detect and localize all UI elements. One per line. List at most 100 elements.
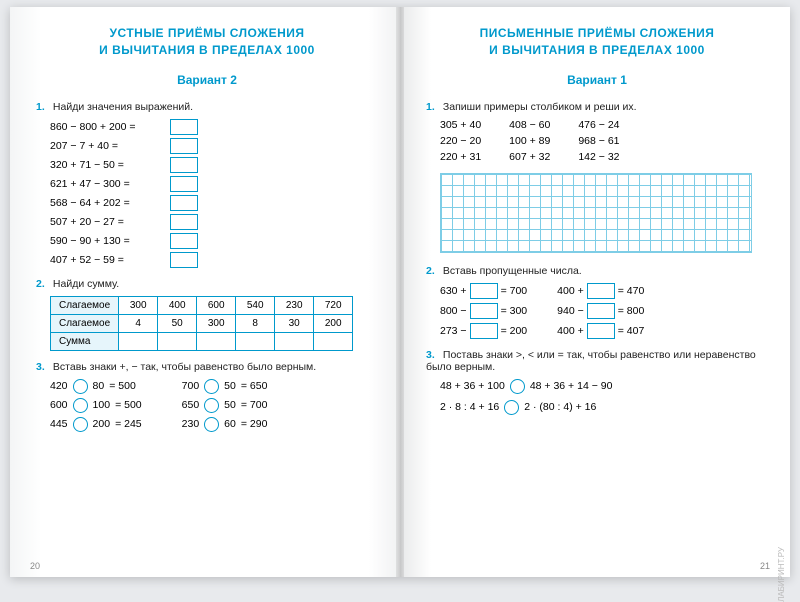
operand: 400 + <box>557 285 584 297</box>
sign-circle[interactable] <box>73 398 88 413</box>
answer-box[interactable] <box>170 157 198 173</box>
result: = 245 <box>115 418 142 430</box>
sign-circle[interactable] <box>204 417 219 432</box>
work-grid[interactable] <box>440 173 752 253</box>
operand: 630 + <box>440 285 467 297</box>
sign-circle[interactable] <box>204 398 219 413</box>
operand: 80 <box>93 380 105 392</box>
sign-circle[interactable] <box>73 379 88 394</box>
expr: 320 + 71 − 50 = <box>50 159 170 171</box>
row-label: Слагаемое <box>51 314 119 332</box>
operand: 60 <box>224 418 236 430</box>
page-number-left: 20 <box>30 561 40 571</box>
answer-box[interactable] <box>170 214 198 230</box>
operand: 200 <box>93 418 111 430</box>
cell: 30 <box>275 314 314 332</box>
task2-num: 2. <box>36 278 50 290</box>
cell: 720 <box>314 296 353 314</box>
expr: 590 − 90 + 130 = <box>50 235 170 247</box>
heading-left: УСТНЫЕ ПРИЁМЫ СЛОЖЕНИЯ И ВЫЧИТАНИЯ В ПРЕ… <box>36 25 378 59</box>
cell-empty[interactable] <box>158 332 197 350</box>
operand: 700 <box>182 380 200 392</box>
heading-right: ПИСЬМЕННЫЕ ПРИЁМЫ СЛОЖЕНИЯ И ВЫЧИТАНИЯ В… <box>426 25 768 59</box>
operand: 420 <box>50 380 68 392</box>
answer-box[interactable] <box>170 252 198 268</box>
sign-circle[interactable] <box>504 400 519 415</box>
sign-circle[interactable] <box>510 379 525 394</box>
cell-empty[interactable] <box>197 332 236 350</box>
result: = 650 <box>241 380 268 392</box>
operand: 940 − <box>557 305 584 317</box>
answer-box[interactable] <box>170 119 198 135</box>
operand: 50 <box>224 399 236 411</box>
task3r-text: Поставь знаки >, < или = так, чтобы раве… <box>426 349 756 373</box>
result: = 407 <box>618 325 645 337</box>
answer-box[interactable] <box>587 283 615 299</box>
inequality-list: 48 + 36 + 100 48 + 36 + 14 − 90 2 · 8 : 4… <box>440 379 768 415</box>
answer-box[interactable] <box>587 303 615 319</box>
result: = 200 <box>501 325 528 337</box>
sign-circle[interactable] <box>73 417 88 432</box>
ineq-right: 48 + 36 + 14 − 90 <box>530 380 613 392</box>
answer-box[interactable] <box>470 303 498 319</box>
cell: 400 <box>158 296 197 314</box>
operand: 445 <box>50 418 68 430</box>
page-right: ПИСЬМЕННЫЕ ПРИЁМЫ СЛОЖЕНИЯ И ВЫЧИТАНИЯ В… <box>400 7 790 577</box>
example: 142 − 32 <box>578 151 619 163</box>
ineq-left: 2 · 8 : 4 + 16 <box>440 401 499 413</box>
answer-box[interactable] <box>470 323 498 339</box>
operand: 230 <box>182 418 200 430</box>
task2-text: Найди сумму. <box>53 278 119 290</box>
example: 100 + 89 <box>509 135 550 147</box>
task1-text: Найди значения выражений. <box>53 101 193 113</box>
expr: 207 − 7 + 40 = <box>50 140 170 152</box>
answer-box[interactable] <box>170 233 198 249</box>
answer-box[interactable] <box>170 176 198 192</box>
answer-box[interactable] <box>170 195 198 211</box>
cell: 300 <box>119 296 158 314</box>
task3-text: Вставь знаки +, − так, чтобы равенство б… <box>53 361 316 373</box>
answer-box[interactable] <box>587 323 615 339</box>
result: = 700 <box>501 285 528 297</box>
result: = 470 <box>618 285 645 297</box>
answer-box[interactable] <box>170 138 198 154</box>
example: 220 + 31 <box>440 151 481 163</box>
cell-empty[interactable] <box>314 332 353 350</box>
operand: 800 − <box>440 305 467 317</box>
page-left: УСТНЫЕ ПРИЁМЫ СЛОЖЕНИЯ И ВЫЧИТАНИЯ В ПРЕ… <box>10 7 400 577</box>
answer-box[interactable] <box>470 283 498 299</box>
result: = 500 <box>115 399 142 411</box>
operand: 650 <box>182 399 200 411</box>
task3-num: 3. <box>36 361 50 373</box>
result: = 700 <box>241 399 268 411</box>
row-label: Слагаемое <box>51 296 119 314</box>
expr: 568 − 64 + 202 = <box>50 197 170 209</box>
cell: 540 <box>236 296 275 314</box>
book-spine <box>396 7 404 577</box>
example: 305 + 40 <box>440 119 481 131</box>
cell-empty[interactable] <box>275 332 314 350</box>
cell: 4 <box>119 314 158 332</box>
task1r-num: 1. <box>426 101 440 113</box>
workbook-spread: УСТНЫЕ ПРИЁМЫ СЛОЖЕНИЯ И ВЫЧИТАНИЯ В ПРЕ… <box>10 7 790 577</box>
cell: 230 <box>275 296 314 314</box>
sign-circle[interactable] <box>204 379 219 394</box>
task2-right: 2. Вставь пропущенные числа. <box>426 265 768 277</box>
page-number-right: 21 <box>760 561 770 571</box>
example: 607 + 32 <box>509 151 550 163</box>
sign-exercises: 42080= 500 600100= 500 445200= 245 70050… <box>50 379 378 432</box>
task2-left: 2. Найди сумму. <box>36 278 378 290</box>
row-label: Сумма <box>51 332 119 350</box>
operand: 400 + <box>557 325 584 337</box>
variant-left: Вариант 2 <box>36 73 378 87</box>
expr: 407 + 52 − 59 = <box>50 254 170 266</box>
operand: 273 − <box>440 325 467 337</box>
example: 220 − 20 <box>440 135 481 147</box>
ineq-left: 48 + 36 + 100 <box>440 380 505 392</box>
task3r-num: 3. <box>426 349 440 361</box>
cell-empty[interactable] <box>119 332 158 350</box>
result: = 500 <box>109 380 136 392</box>
task1-left: 1. Найди значения выражений. <box>36 101 378 113</box>
task1r-text: Запиши примеры столбиком и реши их. <box>443 101 637 113</box>
cell-empty[interactable] <box>236 332 275 350</box>
